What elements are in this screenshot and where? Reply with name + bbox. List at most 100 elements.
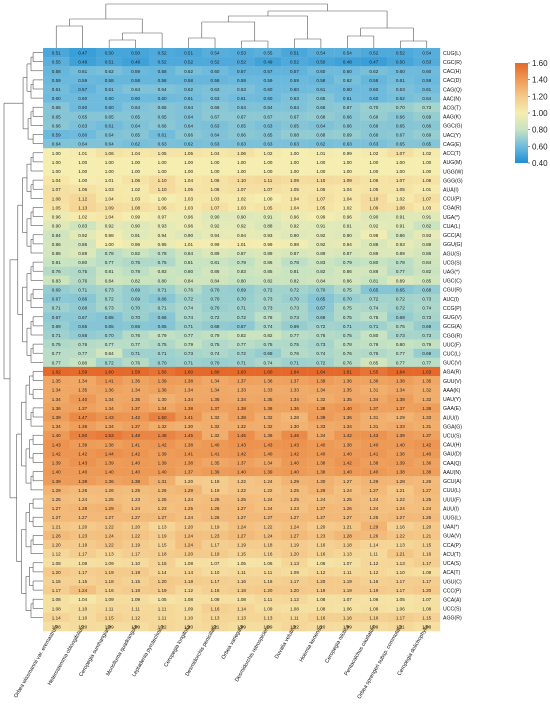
heatmap-cell (281, 139, 308, 149)
heatmap-cell (122, 567, 150, 577)
cell-value-label: 1.42 (131, 415, 140, 420)
heatmap-cell (69, 530, 97, 541)
heatmap-cell (201, 458, 229, 468)
cell-value-label: 1.06 (369, 597, 378, 602)
row-label: UCU(S) (443, 434, 461, 440)
cell-value-label: 1.31 (422, 424, 431, 429)
cell-value-label: 1.38 (78, 424, 87, 429)
cell-value-label: 1.00 (131, 169, 140, 174)
cell-value-label: 0.65 (131, 133, 140, 138)
heatmap-cell (281, 394, 308, 404)
heatmap-cell (122, 458, 150, 468)
cell-value-label: 1.19 (131, 543, 140, 548)
cell-value-label: 1.35 (263, 397, 272, 402)
cell-value-label: 0.54 (316, 51, 325, 56)
cell-value-label: 0.87 (290, 251, 299, 256)
cell-value-label: 0.61 (105, 87, 114, 92)
cell-value-label: 0.90 (211, 215, 220, 220)
heatmap-cell (43, 339, 70, 349)
row-label: GAA(E) (443, 406, 461, 412)
heatmap-cell (175, 248, 202, 258)
cell-value-label: 1.38 (316, 406, 325, 411)
heatmap-cell (201, 476, 229, 486)
heatmap-cell (307, 612, 335, 623)
heatmap-cell (281, 75, 308, 85)
cell-value-label: 1.27 (105, 515, 114, 520)
heatmap-cell (387, 412, 414, 422)
heatmap-cell (201, 266, 229, 276)
heatmap-cell (360, 130, 388, 140)
heatmap-cell (334, 357, 361, 368)
heatmap-cell (334, 603, 361, 614)
heatmap-cell (360, 111, 388, 122)
heatmap-cell (387, 385, 414, 395)
heatmap-cell (307, 357, 335, 368)
cell-value-label: 0.66 (158, 123, 167, 128)
heatmap-cell (307, 148, 335, 158)
cell-value-label: 1.00 (78, 160, 87, 165)
heatmap-cell (69, 120, 97, 131)
cell-value-label: 1.21 (52, 524, 61, 529)
cell-value-label: 0.61 (316, 87, 325, 92)
heatmap-cell (413, 430, 441, 440)
cell-value-label: 1.09 (290, 178, 299, 183)
cell-value-label: 1.36 (52, 406, 61, 411)
cell-value-label: 1.04 (343, 196, 352, 201)
cell-value-label: 1.32 (211, 433, 220, 438)
heatmap-cell (228, 521, 255, 532)
heatmap-cell (95, 503, 123, 513)
cell-value-label: 0.80 (78, 260, 87, 265)
heatmap-cell (148, 184, 176, 194)
heatmap-cell (254, 321, 282, 331)
cell-value-label: 0.66 (422, 123, 431, 128)
cell-value-label: 0.78 (343, 342, 352, 347)
cell-value-label: 0.84 (316, 278, 325, 283)
heatmap-cell (43, 257, 70, 267)
heatmap-cell (148, 558, 176, 568)
heatmap-cell (254, 485, 282, 495)
cell-value-label: 0.48 (343, 60, 352, 65)
heatmap-cell (175, 549, 202, 559)
cell-value-label: 1.11 (264, 597, 273, 602)
cell-value-label: 0.92 (211, 224, 220, 229)
heatmap-cell (228, 348, 255, 358)
cell-value-label: 0.61 (184, 96, 193, 101)
heatmap-cell (95, 221, 123, 231)
heatmap-cell (43, 448, 70, 459)
heatmap-cell (122, 385, 150, 395)
cell-value-label: 0.80 (369, 333, 378, 338)
cell-value-label: 1.42 (343, 461, 352, 466)
heatmap-cell (307, 75, 335, 85)
heatmap-cell (228, 567, 255, 577)
heatmap-cell (201, 439, 229, 450)
heatmap-cell (69, 376, 97, 386)
cell-value-label: 0.51 (105, 60, 114, 65)
cell-value-label: 1.13 (237, 615, 246, 620)
heatmap-cell (201, 257, 229, 267)
cell-value-label: 0.75 (211, 342, 220, 347)
cell-value-label: 1.42 (422, 442, 431, 447)
heatmap-cell (254, 576, 282, 586)
cell-value-label: 0.52 (290, 60, 299, 65)
cell-value-label: 1.00 (290, 169, 299, 174)
cell-value-label: 0.65 (158, 324, 167, 329)
heatmap-cell (387, 476, 414, 486)
heatmap-cell (201, 202, 229, 213)
cell-value-label: 1.30 (184, 424, 193, 429)
heatmap-cell (307, 448, 335, 459)
heatmap-cell (228, 111, 255, 122)
cell-value-label: 1.29 (316, 488, 325, 493)
cell-value-label: 1.42 (343, 433, 352, 438)
cell-value-label: 1.40 (237, 470, 246, 475)
cell-value-label: 0.75 (343, 306, 352, 311)
cell-value-label: 1.43 (290, 442, 299, 447)
heatmap-cell (122, 75, 150, 85)
cell-value-label: 0.71 (158, 306, 167, 311)
cell-value-label: 0.64 (105, 142, 114, 147)
cell-value-label: 1.25 (105, 497, 114, 502)
heatmap-cell (201, 321, 229, 331)
heatmap-cell (95, 66, 123, 76)
heatmap-cell (307, 603, 335, 614)
cell-value-label: 1.27 (316, 506, 325, 511)
cell-value-label: 1.40 (52, 470, 61, 475)
